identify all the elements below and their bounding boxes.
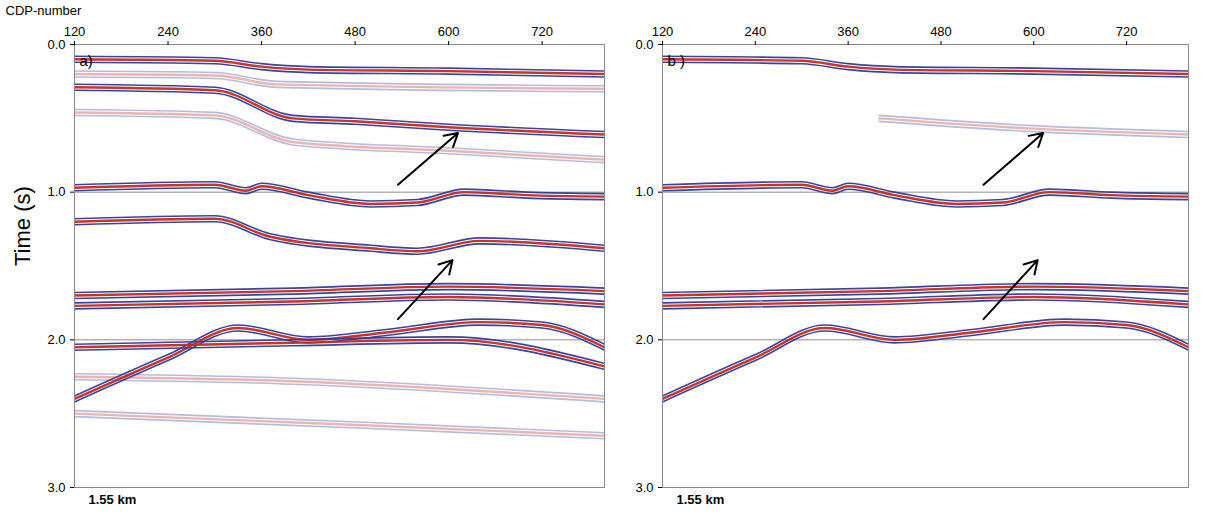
svg-text:600: 600 [438, 24, 460, 39]
svg-text:360: 360 [251, 24, 273, 39]
svg-text:120: 120 [652, 24, 674, 39]
svg-text:600: 600 [1023, 24, 1045, 39]
svg-text:480: 480 [930, 24, 952, 39]
svg-text:a): a) [80, 52, 93, 69]
svg-text:3.0: 3.0 [635, 480, 653, 495]
svg-text:1.55 km: 1.55 km [89, 492, 137, 507]
svg-text:1.0: 1.0 [47, 184, 65, 199]
svg-text:b ): b ) [668, 52, 686, 69]
svg-text:720: 720 [531, 24, 553, 39]
svg-text:240: 240 [744, 24, 766, 39]
svg-text:3.0: 3.0 [47, 480, 65, 495]
svg-text:2.0: 2.0 [47, 332, 65, 347]
svg-text:Time (s): Time (s) [10, 186, 35, 266]
svg-text:0.0: 0.0 [47, 37, 65, 52]
svg-text:120: 120 [64, 24, 86, 39]
svg-text:2.0: 2.0 [635, 332, 653, 347]
svg-text:1.0: 1.0 [635, 184, 653, 199]
svg-text:1.55 km: 1.55 km [677, 492, 725, 507]
svg-text:360: 360 [837, 24, 859, 39]
svg-text:480: 480 [344, 24, 366, 39]
svg-text:720: 720 [1116, 24, 1138, 39]
svg-text:CDP-number: CDP-number [6, 3, 83, 18]
svg-text:0.0: 0.0 [635, 37, 653, 52]
svg-text:240: 240 [157, 24, 179, 39]
